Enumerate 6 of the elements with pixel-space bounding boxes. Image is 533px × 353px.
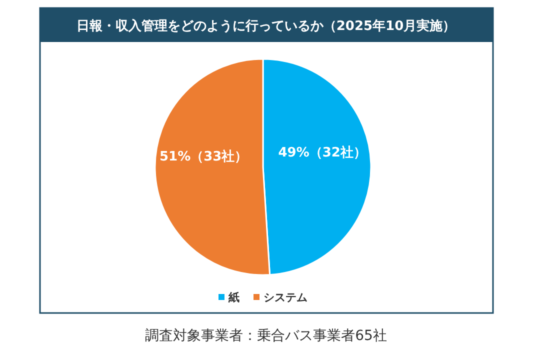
legend-label: システム <box>264 291 308 304</box>
data-label: 49%（32社） <box>278 144 366 161</box>
chart-title: 日報・収入管理をどのように行っているか（2025年10月実施） <box>76 18 456 34</box>
text: 調査対象事業者：乗合バス事業者65社 <box>145 328 387 344</box>
data-label: 51%（33社） <box>160 148 248 164</box>
legend-label: 紙 <box>228 291 240 304</box>
